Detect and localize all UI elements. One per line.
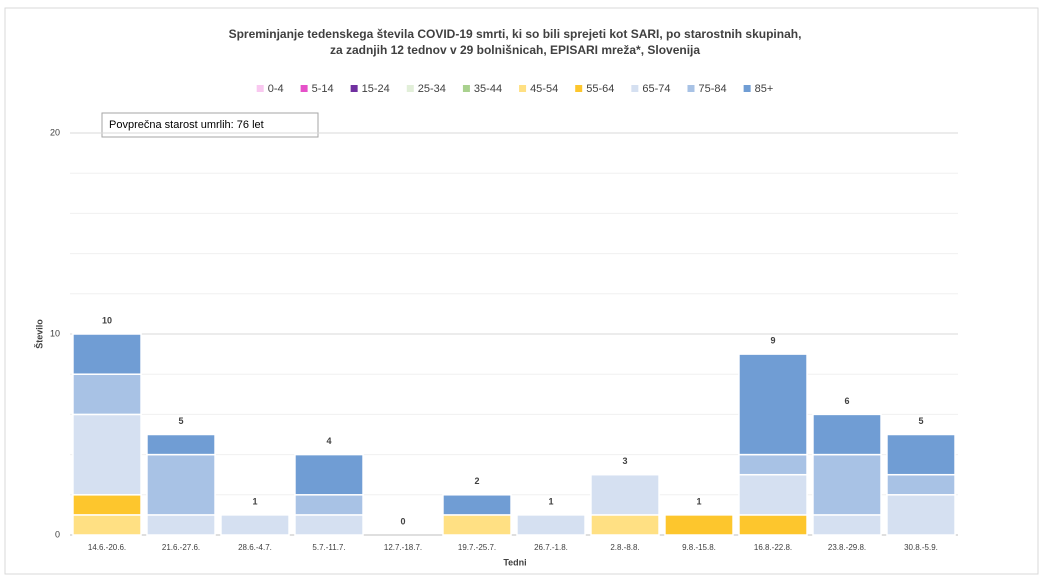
bar-segment [294,453,364,496]
total-label: 0 [400,516,405,526]
y-tick-label: 0 [55,529,60,539]
total-label: 5 [178,416,183,426]
legend-label: 55-64 [586,83,614,95]
x-tick-label: 12.7.-18.7. [384,543,422,552]
legend-label: 85+ [755,83,774,95]
bar-segment [146,453,216,516]
legend-marker [743,85,751,92]
legend-label: 65-74 [642,83,670,95]
bar-segment [812,413,882,456]
bar-segment [72,333,142,375]
bar-segment [220,514,290,536]
x-tick-label: 14.6.-20.6. [88,543,126,552]
total-label: 1 [548,496,553,506]
bar-segment [294,494,364,516]
legend-marker [350,85,358,92]
bar-segment [590,514,660,536]
bar-segment [72,514,142,536]
legend-label: 35-44 [474,83,502,95]
bar-segment [738,353,808,456]
bar-segment [738,453,808,476]
y-axis-label: Število [33,319,44,349]
y-tick-label: 20 [50,127,60,137]
bar-segment [664,514,734,536]
total-label: 1 [252,496,257,506]
legend-label: 0-4 [268,83,284,95]
legend-marker [406,85,414,92]
total-label: 10 [102,315,112,325]
bar-segment [146,514,216,536]
x-tick-label: 5.7.-11.7. [312,543,345,552]
x-tick-label: 16.8.-22.8. [754,543,792,552]
legend-label: 25-34 [418,83,446,95]
x-tick-label: 23.8.-29.8. [828,543,866,552]
x-tick-label: 21.6.-27.6. [162,543,200,552]
total-label: 9 [770,335,775,345]
legend-marker [519,85,527,92]
total-label: 4 [326,436,331,446]
legend-marker [687,85,695,92]
bar-segment [738,473,808,516]
bar-segment [886,433,956,476]
bar-segment [72,373,142,416]
x-axis-label: Tedni [503,557,526,567]
chart-frame [4,7,1039,575]
bar-segment [812,514,882,536]
bar-segment [146,433,216,456]
bar-segment [738,514,808,536]
legend-marker [462,85,470,92]
x-tick-label: 9.8.-15.8. [682,543,716,552]
total-label: 5 [918,416,923,426]
bar-segment [442,494,512,516]
x-tick-label: 2.8.-8.8. [610,543,639,552]
legend-marker [575,85,583,92]
legend-label: 15-24 [362,83,390,95]
y-tick-label: 10 [50,328,60,338]
chart-title: za zadnjih 12 tednov v 29 bolnišnicah, E… [330,43,700,57]
annotation: Povprečna starost umrlih: 76 let [109,119,264,131]
x-tick-label: 19.7.-25.7. [458,543,496,552]
chart-title: Spreminjanje tedenskega števila COVID-19… [229,27,802,41]
bar-segment [886,494,956,536]
legend-label: 45-54 [530,83,558,95]
total-label: 6 [844,396,849,406]
total-label: 3 [622,456,627,466]
legend-label: 5-14 [312,83,334,95]
total-label: 1 [696,496,701,506]
x-tick-label: 28.6.-4.7. [238,543,272,552]
x-tick-label: 26.7.-1.8. [534,543,568,552]
bar-segment [72,413,142,496]
bar-segment [442,514,512,536]
bar-segment [886,473,956,496]
x-tick-label: 30.8.-5.9. [904,543,938,552]
total-label: 2 [474,476,479,486]
bar-segment [516,514,586,536]
bar-segment [812,453,882,516]
legend-marker [256,85,264,92]
bar-segment [294,514,364,536]
legend-marker [631,85,639,92]
bar-segment [590,473,660,516]
legend-label: 75-84 [698,83,726,95]
legend-marker [300,85,308,92]
bar-segment [72,494,142,516]
